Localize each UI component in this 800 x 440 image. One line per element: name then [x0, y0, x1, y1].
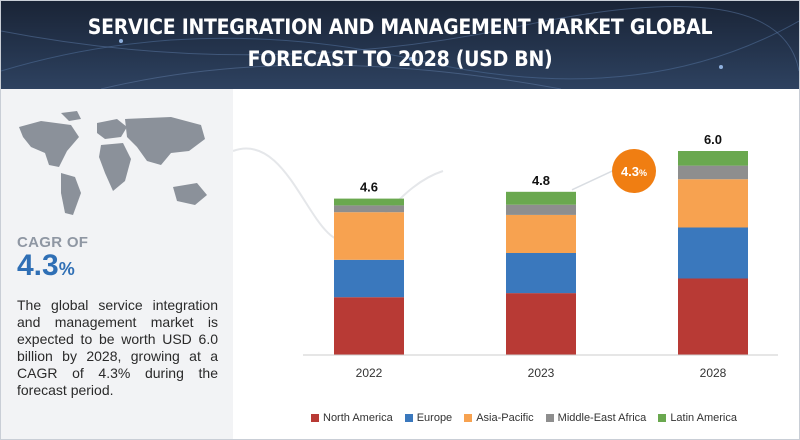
cagr-number: 4.3: [17, 249, 59, 282]
market-description: The global service integration and manag…: [17, 297, 218, 398]
legend-label-middle-east-africa: Middle-East Africa: [557, 412, 647, 424]
world-map-icon: [19, 111, 207, 215]
legend-label-north-america: North America: [323, 412, 393, 424]
cagr-badge-label: 4.3%: [621, 164, 647, 179]
cagr-label: CAGR OF: [17, 234, 89, 251]
legend-item-asia-pacific: Asia-Pacific: [464, 412, 534, 424]
legend-label-latin-america: Latin America: [670, 412, 737, 424]
bar-2028-europe: [678, 227, 748, 279]
bar-2023-europe: [506, 253, 576, 294]
legend-label-europe: Europe: [416, 412, 453, 424]
legend-item-europe: Europe: [404, 412, 453, 424]
x-tick-label-2022: 2022: [356, 366, 383, 380]
bar-2023-north-america: [506, 293, 576, 355]
bar-2023-middle-east-africa: [506, 204, 576, 215]
bar-2022-latin-america: [334, 198, 404, 206]
decorative-network-background: [1, 6, 799, 89]
bar-2028-north-america: [678, 278, 748, 355]
stacked-bar-chart: 4.6 2022 4.8 2023 6.0 2028 4.3%: [233, 132, 778, 380]
legend-item-middle-east-africa: Middle-East Africa: [545, 412, 647, 424]
legend-item-latin-america: Latin America: [658, 412, 737, 424]
legend-swatch-middle-east-africa: [545, 414, 554, 422]
bar-2022-north-america: [334, 297, 404, 355]
summary-panel: CAGR OF 4.3% The global service integrat…: [1, 89, 233, 439]
cagr-badge-value: 4.3: [621, 164, 639, 179]
bar-2028-asia-pacific: [678, 179, 748, 228]
cagr-value: 4.3%: [17, 249, 75, 283]
total-label-2028: 6.0: [704, 132, 722, 147]
total-label-2022: 4.6: [360, 180, 378, 195]
bar-2022-europe: [334, 259, 404, 298]
cagr-unit: %: [58, 259, 75, 279]
x-tick-label-2023: 2023: [528, 366, 555, 380]
legend-swatch-north-america: [311, 414, 319, 422]
cagr-badge: [612, 149, 656, 193]
legend-item-north-america: North America: [311, 412, 393, 424]
cagr-badge-unit: %: [639, 168, 647, 178]
bar-2022-asia-pacific: [334, 212, 404, 260]
total-label-2023: 4.8: [532, 173, 550, 188]
header-banner: SERVICE INTEGRATION AND MANAGEMENT MARKE…: [1, 1, 799, 89]
legend-swatch-latin-america: [658, 414, 667, 422]
x-tick-label-2028: 2028: [700, 366, 727, 380]
bar-2028-middle-east-africa: [678, 165, 748, 180]
bar-2022-middle-east-africa: [334, 205, 404, 213]
bar-2023-asia-pacific: [506, 214, 576, 253]
legend-label-asia-pacific: Asia-Pacific: [476, 412, 534, 424]
chart-legend: North America Europe Asia-Pacific Middle-Ea…: [311, 412, 737, 424]
legend-swatch-europe: [404, 414, 413, 422]
legend-swatch-asia-pacific: [464, 414, 473, 422]
bar-2028-latin-america: [678, 151, 748, 166]
bar-2023-latin-america: [506, 191, 576, 205]
page-title: SERVICE INTEGRATION AND MANAGEMENT MARKE…: [87, 15, 713, 71]
